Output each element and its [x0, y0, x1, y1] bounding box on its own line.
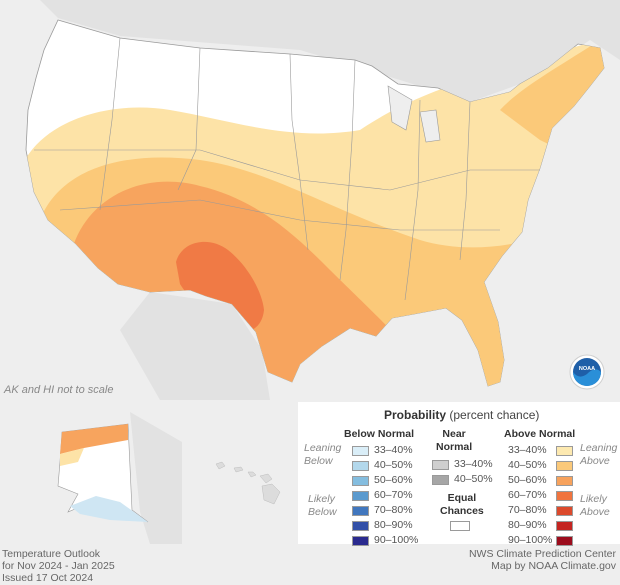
footer-period: for Nov 2024 - Jan 2025	[2, 560, 115, 572]
above-swatch-4	[556, 506, 573, 516]
conus-outlook-map: AK and HI not to scale NOAA	[3, 0, 620, 400]
leaning-below-label: Leaning Below	[304, 442, 341, 468]
above-swatch-5	[556, 521, 573, 531]
above-label-2: 50–60%	[508, 474, 547, 486]
above-60-70-region	[176, 241, 264, 333]
below-swatch-0	[352, 446, 369, 456]
below-label-6: 90–100%	[374, 534, 419, 546]
leaning-above-line1: Leaning	[580, 442, 618, 454]
alaska-inset	[0, 402, 182, 544]
below-label-1: 40–50%	[374, 459, 413, 471]
footer-credit-cpc: NWS Climate Prediction Center	[468, 548, 616, 560]
near-normal-header: Near Normal	[436, 428, 472, 454]
above-label-0: 33–40%	[508, 444, 547, 456]
leaning-below-line2: Below	[304, 455, 333, 467]
near-label-0: 33–40%	[454, 458, 493, 470]
equal-chances-swatch	[450, 521, 470, 531]
below-label-2: 50–60%	[374, 474, 413, 486]
legend-title-rest: (percent chance)	[446, 408, 540, 422]
above-swatch-2	[556, 476, 573, 486]
above-swatch-0	[556, 446, 573, 456]
below-swatch-4	[352, 506, 369, 516]
state-boundaries	[34, 37, 540, 301]
above-label-5: 80–90%	[508, 519, 547, 531]
mexico-land	[120, 292, 270, 400]
near-swatch-0	[432, 460, 449, 470]
hawaii-islands	[215, 461, 281, 505]
above-normal-header: Above Normal	[504, 428, 576, 440]
below-label-5: 80–90%	[374, 519, 413, 531]
near-normal-line2: Normal	[436, 441, 473, 453]
footer-issued: Issued 17 Oct 2024	[2, 572, 94, 584]
legend-panel: Probability (percent chance) Below Norma…	[298, 402, 620, 546]
likely-above-label: Likely Above	[580, 493, 610, 519]
noaa-logo-text: NOAA	[579, 366, 595, 372]
hawaii-inset	[184, 402, 296, 544]
great-lakes	[387, 85, 441, 143]
below-label-0: 33–40%	[374, 444, 413, 456]
leaning-above-label: Leaning Above	[580, 442, 617, 468]
near-normal-line1: Near	[442, 428, 466, 440]
footer-title: Temperature Outlook	[2, 548, 101, 560]
below-swatch-5	[352, 521, 369, 531]
likely-below-line1: Likely	[308, 493, 335, 505]
legend-title-bold: Probability	[384, 408, 447, 422]
above-label-6: 90–100%	[508, 534, 553, 546]
footer-right: NWS Climate Prediction Center Map by NOA…	[469, 548, 616, 572]
footer-left: Temperature Outlook for Nov 2024 - Jan 2…	[2, 548, 115, 584]
above-label-4: 70–80%	[508, 504, 547, 516]
likely-below-label: Likely Below	[308, 493, 337, 519]
scale-note: AK and HI not to scale	[3, 384, 113, 396]
noaa-logo: NOAA	[569, 354, 605, 390]
below-swatch-1	[352, 461, 369, 471]
equal-chances-label: Equal Chances	[440, 492, 484, 518]
likely-above-line1: Likely	[580, 493, 607, 505]
canada-land	[40, 0, 620, 102]
equal-chances-line2: Chances	[440, 505, 484, 517]
leaning-above-line2: Above	[580, 455, 610, 467]
near-swatch-1	[432, 475, 449, 485]
below-label-4: 70–80%	[374, 504, 413, 516]
above-label-3: 60–70%	[508, 489, 547, 501]
likely-below-line2: Below	[308, 506, 337, 518]
above-label-1: 40–50%	[508, 459, 547, 471]
below-label-3: 60–70%	[374, 489, 413, 501]
footer-credit-map: Map by NOAA Climate.gov	[491, 560, 616, 572]
near-label-1: 40–50%	[454, 473, 493, 485]
above-swatch-1	[556, 461, 573, 471]
below-swatch-3	[352, 491, 369, 501]
below-swatch-2	[352, 476, 369, 486]
below-swatch-6	[352, 536, 369, 546]
below-normal-header: Below Normal	[344, 428, 415, 440]
above-swatch-3	[556, 491, 573, 501]
legend-title: Probability (percent chance)	[384, 408, 539, 422]
above-swatch-6	[556, 536, 573, 546]
equal-chances-line1: Equal	[447, 492, 477, 504]
likely-above-line2: Above	[580, 506, 610, 518]
leaning-below-line1: Leaning	[304, 442, 342, 454]
